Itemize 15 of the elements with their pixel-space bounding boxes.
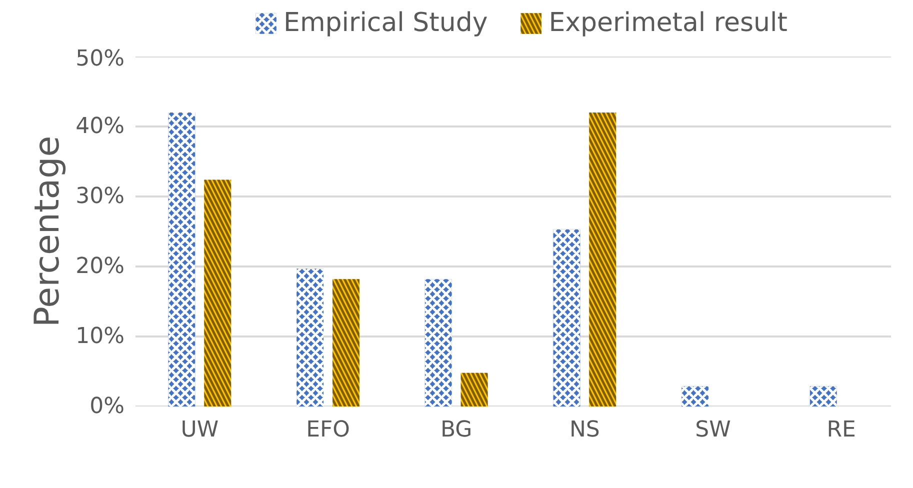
legend-label: Experimetal result [548, 8, 788, 38]
legend-label: Empirical Study [284, 8, 488, 38]
y-tick-label: 30% [76, 184, 125, 209]
y-tick-label: 10% [76, 324, 125, 349]
y-axis-title: Percentage [28, 136, 68, 328]
x-tick-label: EFO [306, 418, 350, 442]
x-tick-label: RE [826, 418, 856, 442]
x-tick-label: NS [569, 418, 600, 442]
y-tick-label: 40% [76, 114, 125, 139]
x-tick-label: UW [180, 418, 219, 442]
y-tick-label: 50% [76, 46, 125, 72]
x-tick-label: BG [440, 418, 472, 442]
y-tick-label: 0% [90, 394, 125, 419]
x-tick-label: SW [695, 418, 732, 442]
y-tick-label: 20% [76, 254, 125, 279]
